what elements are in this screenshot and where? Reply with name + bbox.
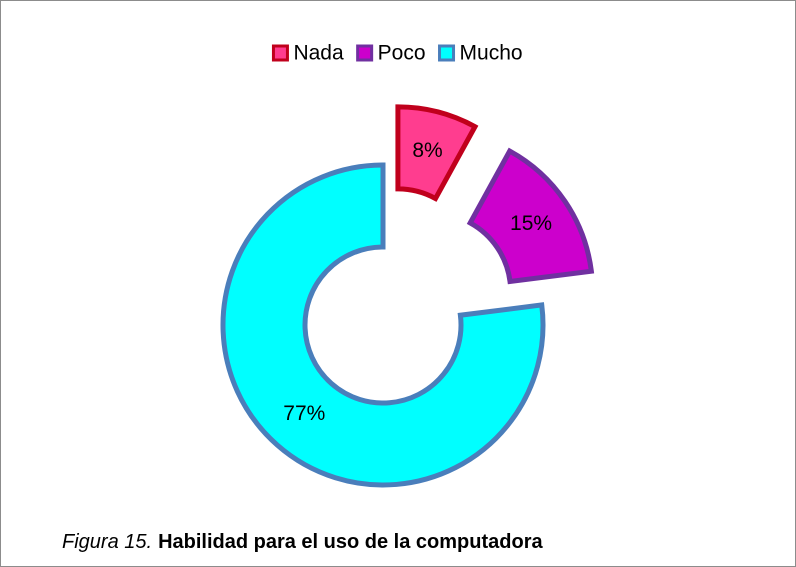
legend-swatch (271, 44, 289, 62)
legend-label: Poco (378, 42, 426, 65)
legend: Nada Poco Mucho (271, 42, 523, 65)
donut-slice (466, 147, 595, 285)
value-label: 77% (283, 402, 325, 425)
figure-label: Figura 15. (62, 531, 152, 553)
donut-slice (395, 104, 479, 202)
legend-label: Mucho (460, 42, 523, 65)
donut-slice (220, 162, 546, 488)
caption: Figura 15. Habilidad para el uso de la co… (62, 531, 543, 553)
value-label: 15% (510, 212, 552, 235)
legend-swatch (438, 44, 456, 62)
chart-title: Habilidad para el uso de la computadora (158, 531, 543, 553)
legend-label: Nada (293, 42, 344, 65)
value-label: 8% (412, 139, 442, 162)
legend-swatch (356, 44, 374, 62)
